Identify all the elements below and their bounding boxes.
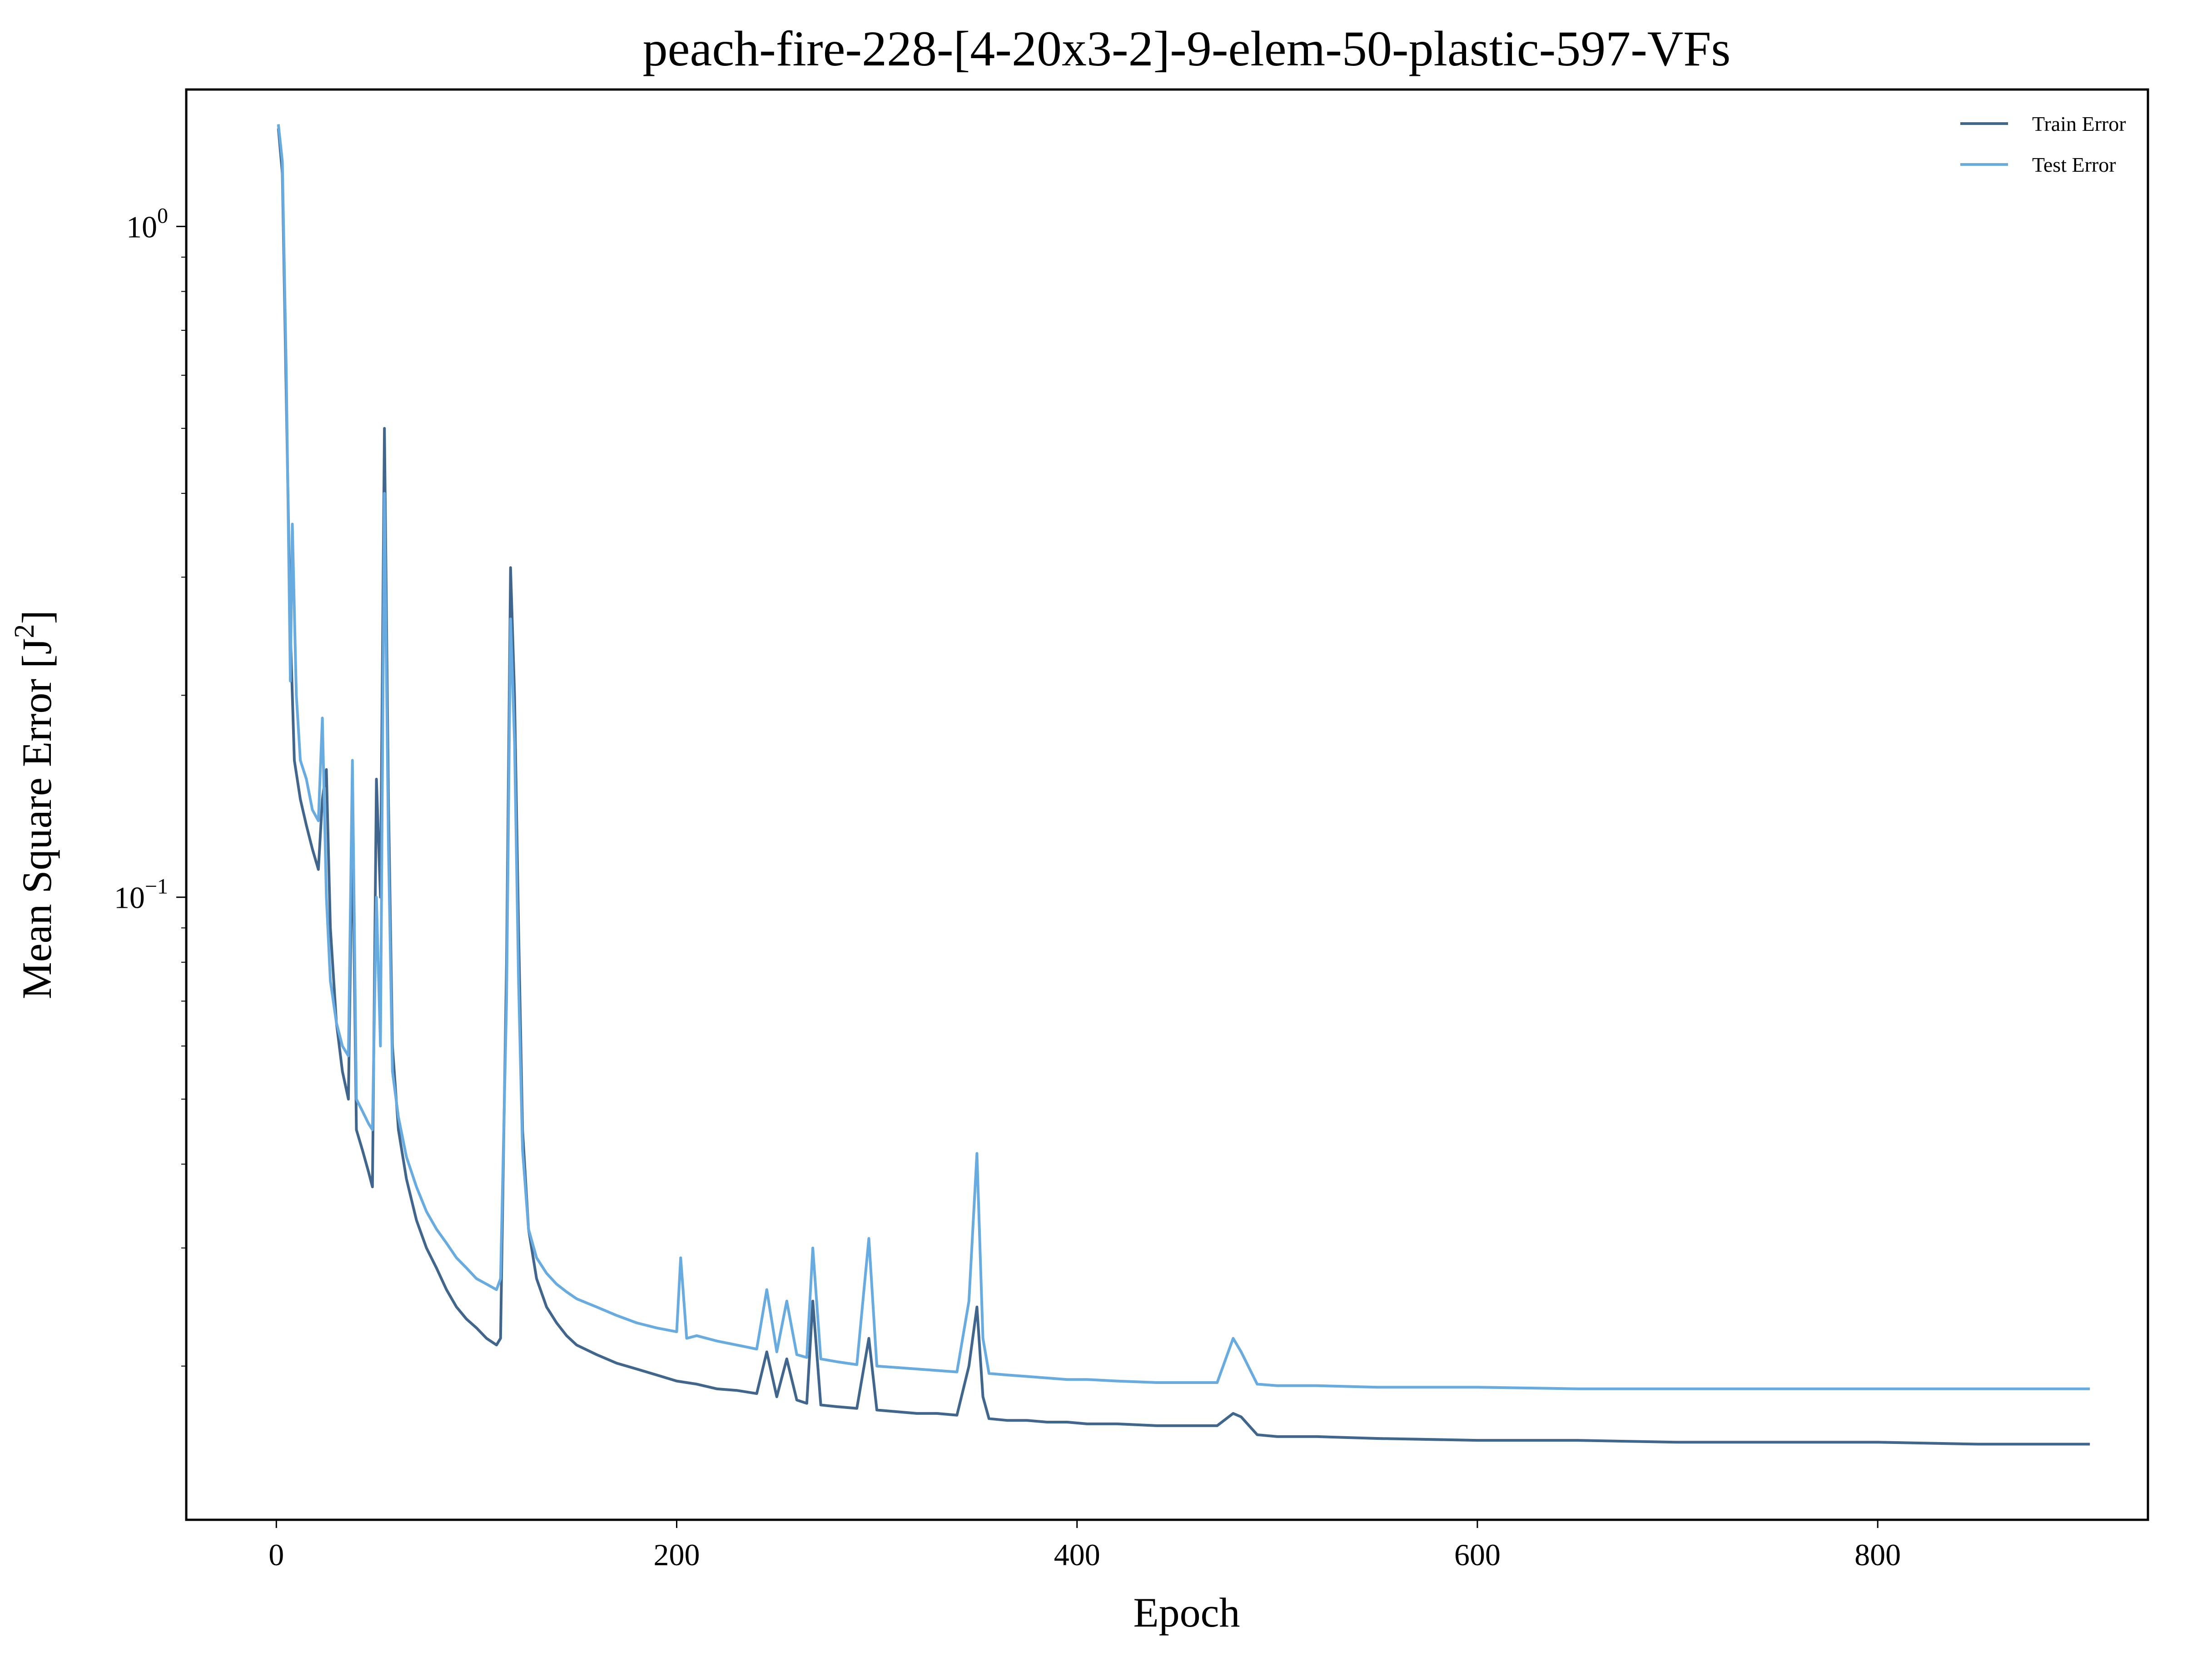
y-axis-ticks: 100 10−1: [114, 204, 186, 1367]
y-axis-label-main: Mean Square Error [J: [14, 638, 60, 1000]
y-tick-label: 100: [126, 204, 168, 244]
y-axis-label-suffix: ]: [14, 610, 60, 624]
y-axis-label-superscript: 2: [9, 624, 40, 638]
plot-area: 0 200 400 600 800 100 10−1: [114, 88, 2149, 1572]
x-axis-label: Epoch: [1133, 1589, 1240, 1636]
train-error-line: [277, 128, 2090, 1446]
x-tick-label: 0: [268, 1538, 284, 1572]
legend-label-train: Train Error: [2032, 112, 2126, 135]
y-axis-label: Mean Square Error [J2]: [9, 610, 60, 999]
x-tick-label: 200: [654, 1538, 700, 1572]
x-tick-label: 400: [1054, 1538, 1100, 1572]
legend-label-test: Test Error: [2032, 153, 2116, 176]
plot-frame: [185, 88, 2149, 1521]
legend: Train Error Test Error: [1960, 112, 2126, 176]
x-tick-label: 600: [1454, 1538, 1501, 1572]
y-tick-label: 10−1: [114, 875, 168, 915]
x-axis-ticks: 0 200 400 600 800: [268, 1520, 1901, 1572]
test-error-line: [277, 124, 2090, 1390]
x-tick-label: 800: [1854, 1538, 1901, 1572]
series-lines: [277, 124, 2090, 1446]
chart-title: peach-fire-228-[4-20x3-2]-9-elem-50-plas…: [643, 21, 1731, 76]
